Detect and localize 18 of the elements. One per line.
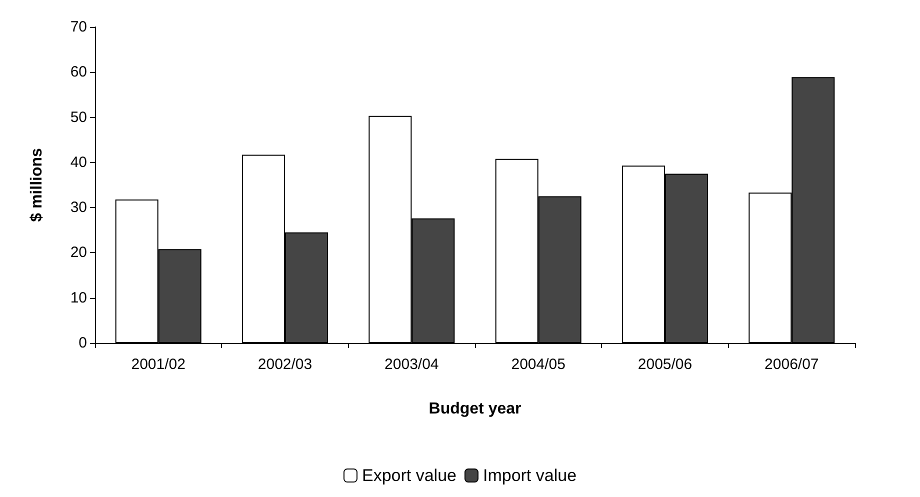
y-tick-label: 10 xyxy=(70,289,87,306)
x-tick-label: 2005/06 xyxy=(638,356,692,373)
legend-label: Export value xyxy=(362,466,456,485)
y-tick-label: 40 xyxy=(70,154,87,171)
y-tick-label: 30 xyxy=(70,199,87,216)
legend-label: Import value xyxy=(482,466,577,485)
x-tick-label: 2003/04 xyxy=(384,356,439,373)
y-tick-label: 50 xyxy=(70,108,87,126)
y-tick-label: 60 xyxy=(70,64,87,81)
y-tick-label: 70 xyxy=(70,18,87,36)
y-tick-label: 0 xyxy=(78,334,87,352)
x-axis-title: Budget year xyxy=(428,400,522,418)
y-axis-title: $ millions xyxy=(28,148,46,222)
x-tick-label: 2004/05 xyxy=(511,356,566,373)
x-tick-label: 2001/02 xyxy=(131,356,186,373)
y-tick-label: 20 xyxy=(70,244,87,262)
x-tick-label: 2002/03 xyxy=(258,356,312,373)
x-tick-label: 2006/07 xyxy=(764,356,819,373)
